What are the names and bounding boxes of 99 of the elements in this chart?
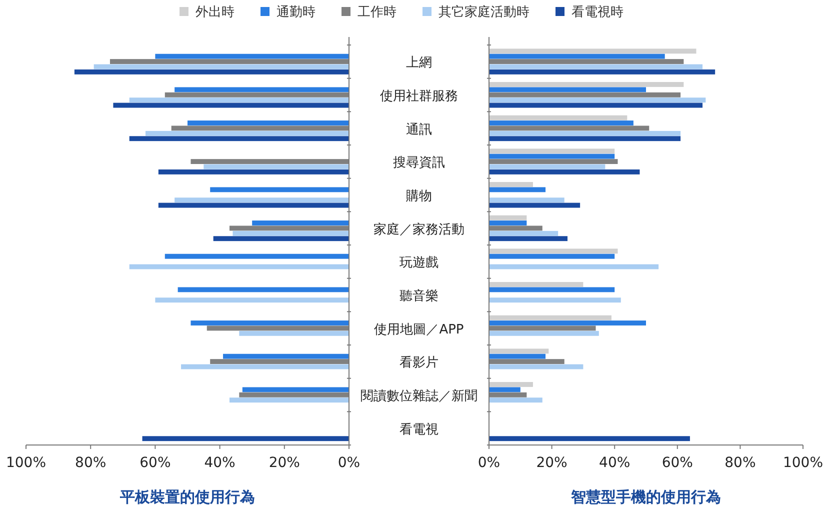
bar <box>129 264 349 270</box>
bar <box>489 298 621 303</box>
bar <box>129 136 349 142</box>
bar <box>146 130 349 136</box>
x-tick-label: 100% <box>782 455 824 471</box>
bar <box>489 348 549 354</box>
bar <box>489 182 533 187</box>
bar <box>489 254 615 259</box>
y-tick-label: 玩遊戲 <box>400 256 438 271</box>
x-axis-title: 平板裝置的使用行為 <box>119 488 255 506</box>
y-tick-label: 搜尋資訊 <box>393 156 445 171</box>
bar <box>489 320 646 326</box>
x-tick-label: 60% <box>140 455 171 471</box>
y-tick-label: 購物 <box>406 189 432 204</box>
bar <box>489 287 615 292</box>
y-tick-label: 家庭／家務活動 <box>374 221 464 238</box>
x-tick-label: 20% <box>536 455 568 471</box>
x-tick-label: 0% <box>478 455 500 471</box>
x-tick-label: 40% <box>599 455 630 471</box>
bar <box>489 69 716 74</box>
bar <box>489 364 584 370</box>
bar <box>190 320 349 326</box>
bar <box>113 102 349 108</box>
bar <box>489 354 546 359</box>
legend-label: 工作時 <box>358 5 396 20</box>
legend-label: 看電視時 <box>572 5 624 20</box>
x-tick-label: 0% <box>338 455 360 471</box>
x-tick-label: 80% <box>75 455 106 471</box>
x-tick-label: 40% <box>204 455 236 471</box>
bar <box>204 164 349 170</box>
bar <box>239 330 349 336</box>
bar <box>489 387 520 392</box>
bar <box>74 69 349 74</box>
x-tick-label: 60% <box>662 455 693 471</box>
bar <box>155 298 349 303</box>
bar <box>158 202 349 208</box>
bar <box>489 154 615 159</box>
bar <box>489 169 640 174</box>
legend-label: 其它家庭活動時 <box>438 4 530 20</box>
bar <box>232 230 349 236</box>
y-tick-label: 看電視 <box>400 422 438 438</box>
bar <box>252 220 349 226</box>
bar <box>242 387 349 392</box>
bar <box>174 198 349 203</box>
y-tick-label: 使用社群服務 <box>380 89 458 104</box>
bar <box>94 64 349 70</box>
bar <box>489 136 681 142</box>
bar <box>489 82 684 87</box>
bar <box>489 236 568 242</box>
bar <box>489 120 634 126</box>
bar <box>174 87 349 92</box>
bar <box>142 436 349 442</box>
bar <box>489 202 580 208</box>
bar <box>489 48 696 54</box>
y-tick-label: 上網 <box>406 56 432 71</box>
bar <box>489 215 527 220</box>
bar <box>158 169 349 174</box>
y-tick-label: 閱讀數位雜誌／新聞 <box>360 389 478 404</box>
bar <box>489 187 546 192</box>
bar <box>229 398 349 403</box>
bar <box>489 264 659 270</box>
y-tick-label: 看影片 <box>400 356 438 371</box>
bar <box>489 398 542 403</box>
x-tick-label: 100% <box>6 455 46 471</box>
bar <box>489 330 599 336</box>
bar <box>155 54 349 59</box>
bar <box>489 248 618 254</box>
bar <box>489 230 558 236</box>
bar <box>210 187 349 192</box>
bar <box>489 148 615 154</box>
bar <box>489 198 564 203</box>
bar <box>489 282 584 287</box>
bar <box>489 64 703 70</box>
bar <box>489 164 606 170</box>
bar <box>489 87 646 92</box>
x-tick-label: 20% <box>268 455 300 471</box>
bar <box>223 354 349 359</box>
bar <box>181 364 349 370</box>
legend-label: 外出時 <box>196 5 234 20</box>
bar <box>489 220 527 226</box>
bar <box>489 115 628 120</box>
bar <box>489 382 533 387</box>
x-tick-label: 80% <box>724 455 756 471</box>
bar <box>489 54 665 59</box>
bar <box>489 98 706 103</box>
y-tick-label: 通訊 <box>406 122 432 138</box>
bar <box>188 120 349 126</box>
bar <box>178 287 349 292</box>
y-tick-label: 聽音樂 <box>400 289 438 304</box>
bar <box>164 254 349 259</box>
bar <box>489 436 690 442</box>
bar <box>129 98 349 103</box>
bar <box>489 102 703 108</box>
y-tick-label: 使用地圖／APP <box>374 322 464 338</box>
bar <box>213 236 349 242</box>
bar <box>489 130 681 136</box>
x-axis-title: 智慧型手機的使用行為 <box>570 488 721 506</box>
legend-label: 通勤時 <box>276 5 316 20</box>
bar <box>489 315 612 320</box>
